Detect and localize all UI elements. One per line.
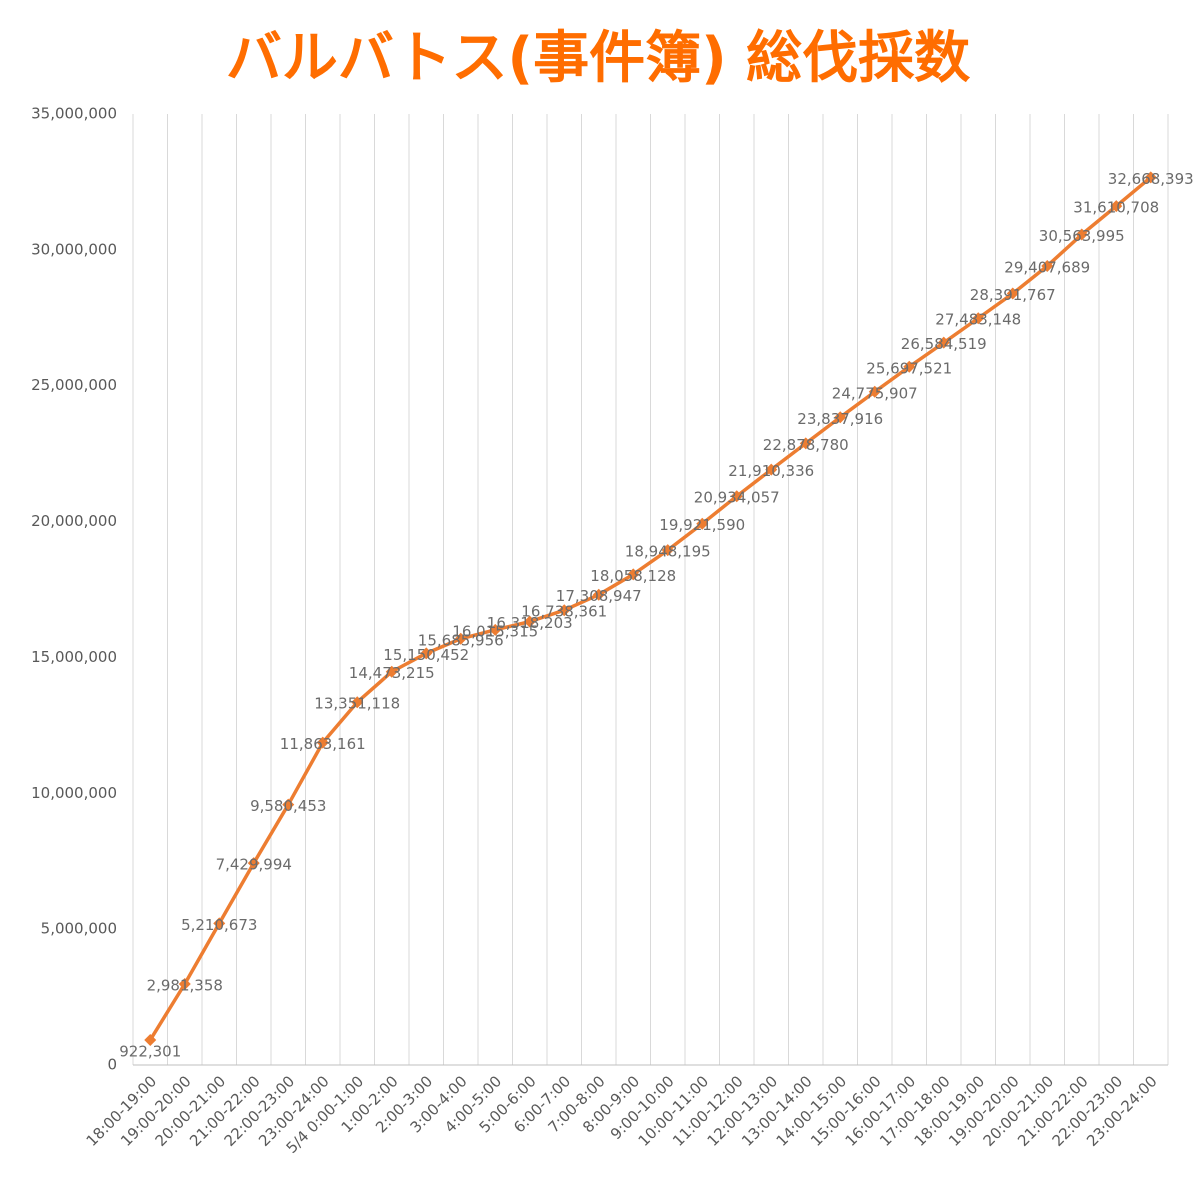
- marker: [1075, 228, 1088, 241]
- marker: [765, 463, 778, 476]
- y-tick-label: 30,000,000: [31, 240, 117, 258]
- data-label: 15,150,452: [383, 646, 469, 664]
- y-tick-label: 15,000,000: [31, 648, 117, 666]
- data-label: 15,685,956: [418, 631, 504, 649]
- marker: [351, 696, 364, 709]
- marker: [523, 615, 536, 628]
- marker: [937, 336, 950, 349]
- marker: [1110, 200, 1123, 213]
- marker: [661, 544, 674, 557]
- data-label: 16,738,361: [521, 603, 607, 621]
- data-label: 14,473,215: [349, 664, 435, 682]
- data-label: 22,878,780: [763, 436, 849, 454]
- marker: [144, 1033, 157, 1046]
- marker: [868, 385, 881, 398]
- marker: [592, 588, 605, 601]
- marker: [558, 604, 571, 617]
- chart-title: バルバトス(事件簿) 総伐採数: [226, 26, 970, 91]
- data-label: 16,015,315: [452, 622, 538, 640]
- marker: [1041, 259, 1054, 272]
- marker: [799, 437, 812, 450]
- data-label: 21,910,336: [728, 462, 814, 480]
- marker: [903, 360, 916, 373]
- marker: [834, 411, 847, 424]
- line: [148, 176, 1152, 1041]
- marker: [489, 623, 502, 636]
- data-label: 26,584,519: [901, 335, 987, 353]
- data-label: 27,483,148: [935, 311, 1021, 329]
- data-label: 17,308,947: [556, 587, 642, 605]
- data-label: 28,391,767: [970, 286, 1056, 304]
- marker: [1144, 171, 1157, 184]
- data-label: 11,863,161: [280, 735, 366, 753]
- data-label: 32,668,393: [1108, 170, 1194, 188]
- data-label: 16,318,203: [487, 614, 573, 632]
- y-tick-label: 5,000,000: [41, 920, 117, 938]
- data-label: 23,837,916: [797, 410, 883, 428]
- data-label: 19,921,590: [659, 516, 745, 534]
- marker: [730, 490, 743, 503]
- data-label: 7,429,994: [216, 856, 292, 874]
- marker: [1006, 287, 1019, 300]
- y-tick-label: 35,000,000: [31, 105, 117, 123]
- y-tick-label: 0: [107, 1056, 117, 1074]
- data-label: 2,981,358: [147, 976, 223, 994]
- marker: [696, 517, 709, 530]
- marker: [247, 857, 260, 870]
- data-label: 9,580,453: [250, 797, 326, 815]
- marker: [385, 665, 398, 678]
- y-tick-label: 10,000,000: [31, 784, 117, 802]
- data-label: 20,934,057: [694, 489, 780, 507]
- marker: [972, 312, 985, 325]
- marker: [282, 798, 295, 811]
- data-label: 29,407,689: [1004, 258, 1090, 276]
- data-label: 18,058,128: [590, 567, 676, 585]
- data-label: 13,351,118: [314, 695, 400, 713]
- data-label: 30,563,995: [1039, 227, 1125, 245]
- data-label: 922,301: [119, 1042, 181, 1060]
- marker: [454, 632, 467, 645]
- marker: [627, 568, 640, 581]
- data-label: 25,697,521: [866, 359, 952, 377]
- data-label: 24,775,907: [832, 384, 918, 402]
- marker: [316, 736, 329, 749]
- data-label: 18,948,195: [625, 543, 711, 561]
- marker: [420, 647, 433, 660]
- marker: [213, 917, 226, 930]
- data-label: 5,210,673: [181, 916, 257, 934]
- y-tick-label: 20,000,000: [31, 512, 117, 530]
- marker: [178, 977, 191, 990]
- data-label: 31,610,708: [1073, 199, 1159, 217]
- y-tick-label: 25,000,000: [31, 376, 117, 394]
